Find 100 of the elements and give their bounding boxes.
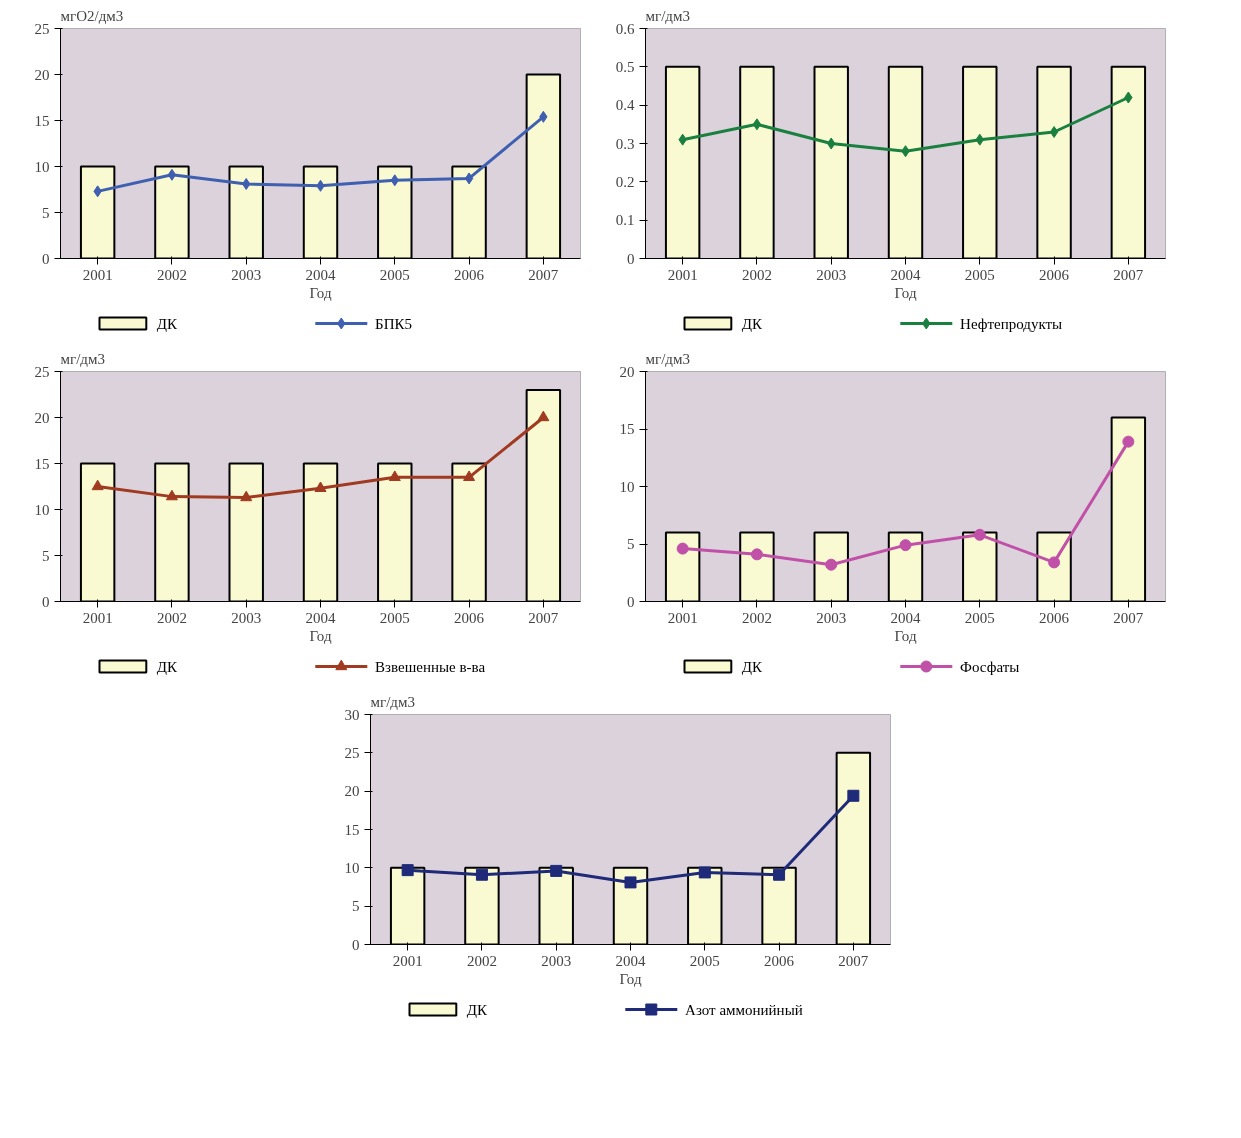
y-axis-title: мг/дм3 — [370, 693, 415, 710]
y-tick-label: 0.1 — [615, 212, 635, 229]
y-tick-label: 0.3 — [615, 135, 635, 152]
point — [624, 876, 637, 889]
x-tick-label: 2003 — [541, 952, 572, 969]
y-tick-label: 0.2 — [615, 173, 635, 190]
y-tick-label: 5 — [627, 536, 635, 552]
x-tick-label: 2004 — [890, 609, 921, 626]
x-tick-label: 2006 — [454, 609, 485, 626]
x-tick-label: 2001 — [667, 609, 698, 626]
y-tick-label: 0 — [627, 250, 635, 267]
x-tick-label: 2001 — [667, 266, 698, 283]
x-tick-label: 2007 — [1113, 266, 1144, 283]
point — [1048, 556, 1061, 569]
y-tick-label: 0.5 — [615, 58, 635, 75]
legend-label: ДК — [156, 315, 178, 332]
legend-label: Взвешенные в-ва — [375, 658, 486, 675]
x-tick-label: 2001 — [82, 609, 113, 626]
point — [537, 410, 550, 422]
x-tick-label: 2003 — [231, 266, 262, 283]
y-tick-label: 30 — [344, 706, 360, 723]
y-tick-label: 20 — [34, 409, 50, 426]
y-tick-label: 25 — [34, 20, 50, 37]
y-tick-label: 0.4 — [615, 97, 635, 114]
x-tick-label: 2004 — [305, 609, 336, 626]
legend-label: ДК — [741, 658, 763, 675]
x-tick-label: 2005 — [379, 609, 410, 626]
x-tick-label: 2002 — [156, 266, 187, 283]
point — [475, 868, 488, 881]
y-tick-label: 5 — [42, 547, 50, 564]
point — [825, 558, 838, 571]
point — [314, 481, 327, 493]
x-tick-label: 2002 — [741, 609, 772, 626]
x-tick-label: 2005 — [964, 266, 995, 283]
legend-label: Нефтепродукты — [960, 315, 1063, 332]
point — [401, 864, 414, 877]
y-tick-label: 10 — [619, 478, 635, 495]
point — [847, 789, 860, 802]
point — [464, 172, 474, 185]
y-tick-label: 15 — [344, 821, 360, 838]
y-tick-label: 15 — [619, 421, 635, 437]
x-tick-label: 2001 — [82, 266, 113, 283]
legend-label: БПК5 — [375, 315, 413, 332]
x-tick-label: 2003 — [816, 609, 847, 626]
point — [899, 539, 912, 552]
legend-label: ДК — [156, 658, 178, 675]
x-tick-label: 2005 — [689, 952, 720, 969]
x-tick-label: 2006 — [1039, 609, 1070, 626]
legend-label: ДК — [466, 1001, 488, 1018]
x-tick-label: 2007 — [838, 952, 869, 969]
point — [676, 542, 689, 555]
y-tick-label: 25 — [34, 363, 50, 380]
x-tick-label: 2005 — [964, 609, 995, 626]
y-tick-label: 0.6 — [615, 20, 635, 37]
y-tick-label: 0 — [42, 593, 50, 610]
y-axis-title: мг/дм3 — [645, 350, 690, 367]
y-tick-label: 5 — [352, 898, 360, 915]
x-tick-label: 2006 — [454, 266, 485, 283]
y-tick-label: 20 — [344, 783, 360, 800]
y-tick-label: 10 — [344, 859, 360, 876]
point — [165, 489, 178, 501]
x-tick-label: 2006 — [1039, 266, 1070, 283]
point — [1049, 126, 1059, 138]
y-tick-label: 10 — [34, 158, 50, 175]
legend-label: Азот аммонийный — [685, 1001, 803, 1018]
point — [752, 118, 762, 131]
x-axis-title: Год — [309, 284, 332, 301]
y-tick-label: 0 — [352, 936, 360, 953]
point — [167, 168, 177, 181]
x-tick-label: 2003 — [231, 609, 262, 626]
y-axis-title: мг/дм3 — [645, 7, 690, 24]
legend-label: Фосфаты — [960, 658, 1020, 675]
y-tick-label: 15 — [34, 112, 50, 129]
x-tick-label: 2005 — [379, 266, 410, 283]
x-tick-label: 2002 — [741, 266, 772, 283]
x-tick-label: 2006 — [764, 952, 795, 969]
x-tick-label: 2004 — [305, 266, 336, 283]
x-tick-label: 2007 — [1113, 609, 1144, 626]
y-tick-label: 10 — [34, 501, 50, 518]
x-axis-title: Год — [894, 284, 917, 301]
y-tick-label: 0 — [627, 593, 635, 610]
point — [1122, 435, 1135, 448]
point — [750, 548, 763, 561]
y-tick-label: 25 — [344, 744, 360, 761]
y-tick-label: 5 — [42, 204, 50, 221]
point — [773, 868, 786, 881]
point — [550, 864, 563, 877]
y-axis-title: мг/дм3 — [60, 350, 105, 367]
legend-label: ДК — [741, 315, 763, 332]
x-axis-title: Год — [619, 970, 642, 987]
y-tick-label: 20 — [34, 66, 50, 83]
x-tick-label: 2002 — [466, 952, 497, 969]
y-axis-title: мгO2/дм3 — [60, 7, 124, 24]
point — [388, 470, 401, 481]
y-tick-label: 15 — [34, 455, 50, 472]
x-tick-label: 2002 — [156, 609, 187, 626]
point — [463, 470, 476, 481]
x-tick-label: 2001 — [392, 952, 423, 969]
x-axis-title: Год — [309, 627, 332, 644]
point — [240, 490, 253, 502]
